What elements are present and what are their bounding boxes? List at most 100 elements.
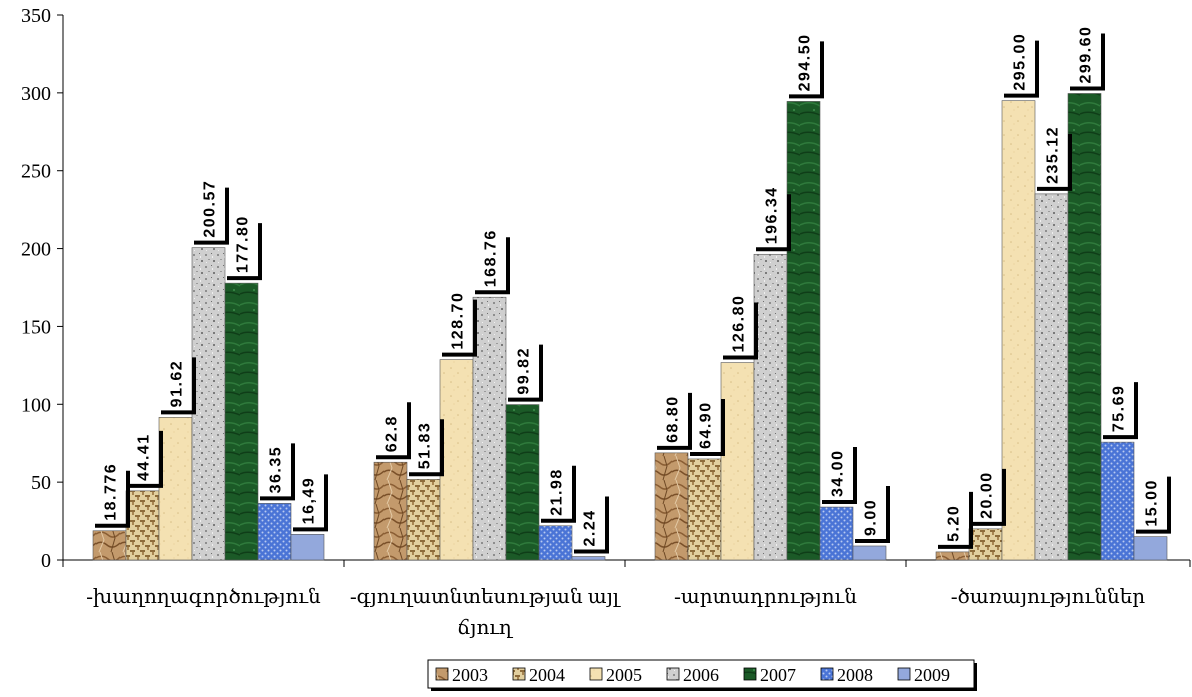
- data-label-bracket: [293, 474, 328, 532]
- data-label-bracket: [1136, 476, 1171, 534]
- y-tick-label: 150: [21, 316, 51, 338]
- legend-swatch-2006: [666, 667, 680, 681]
- bar-2004: [687, 458, 722, 561]
- data-label: 20.00: [979, 471, 996, 519]
- bar-2009: [1133, 536, 1168, 561]
- data-label: 44.41: [136, 433, 153, 481]
- bar-2004: [406, 478, 441, 561]
- bar-2004: [125, 490, 160, 561]
- bar-2008: [257, 503, 292, 561]
- legend-swatch-2008: [820, 667, 834, 681]
- data-label: 299.60: [1078, 26, 1095, 84]
- data-label: 5.20: [946, 505, 963, 542]
- legend-label: 2004: [529, 665, 565, 685]
- bar-2008: [1100, 441, 1135, 561]
- data-label-bracket: [938, 491, 973, 549]
- data-label-bracket: [260, 443, 295, 501]
- x-category-label: -գյուղատնտեսության այլ: [350, 586, 621, 608]
- bar-2009: [571, 556, 606, 561]
- data-label-bracket: [227, 223, 262, 281]
- data-label: 64.90: [698, 401, 715, 449]
- legend-swatch-2004: [512, 667, 526, 681]
- data-label: 91.62: [169, 360, 186, 408]
- x-category-label: ճյուղ: [457, 617, 513, 639]
- bar-2007: [505, 404, 540, 561]
- data-label: 2.24: [582, 509, 599, 546]
- y-tick-label: 250: [21, 161, 51, 183]
- bar-2005: [439, 359, 474, 561]
- bar-2005: [158, 417, 193, 561]
- bar-2007: [1067, 93, 1102, 561]
- bar-2008: [538, 525, 573, 561]
- legend-label: 2007: [760, 665, 796, 685]
- bar-2003: [935, 551, 970, 561]
- data-label-bracket: [1103, 382, 1138, 440]
- data-label: 235.12: [1045, 126, 1062, 184]
- legend-swatch-2005: [589, 667, 603, 681]
- bar-2007: [786, 101, 821, 561]
- data-label: 9.00: [863, 499, 880, 536]
- legend-label: 2009: [914, 665, 950, 685]
- data-label-bracket: [1004, 40, 1039, 98]
- y-tick-label: 200: [21, 239, 51, 261]
- y-tick-label: 100: [21, 394, 51, 416]
- bar-2009: [290, 534, 325, 561]
- data-label-bracket: [657, 392, 692, 450]
- bar-2007: [224, 282, 259, 561]
- data-label-bracket: [442, 299, 477, 357]
- data-label: 168.76: [483, 229, 500, 287]
- legend-label: 2005: [606, 665, 642, 685]
- data-label: 51.83: [417, 422, 434, 470]
- legend-swatch-2009: [897, 667, 911, 681]
- data-label-bracket: [822, 447, 857, 505]
- data-label-bracket: [574, 496, 609, 554]
- bar-2006: [753, 253, 788, 561]
- bar-2003: [654, 452, 689, 561]
- data-label: 75.69: [1111, 385, 1128, 433]
- bar-2006: [472, 296, 507, 561]
- data-label: 295.00: [1012, 33, 1029, 91]
- data-label: 21.98: [549, 468, 566, 516]
- x-category-label: -արտադրություն: [674, 586, 857, 608]
- legend-label: 2008: [837, 665, 873, 685]
- data-label: 196.34: [764, 186, 781, 244]
- data-label: 34.00: [830, 450, 847, 498]
- data-label: 128.70: [450, 292, 467, 350]
- data-label-bracket: [723, 302, 758, 360]
- data-label-bracket: [789, 41, 824, 99]
- data-label: 15.00: [1144, 479, 1161, 527]
- bar-2006: [191, 247, 226, 561]
- bar-2008: [819, 506, 854, 561]
- data-label: 126.80: [731, 295, 748, 353]
- data-label-bracket: [409, 419, 444, 477]
- data-label: 177.80: [235, 215, 252, 273]
- data-label-bracket: [161, 357, 196, 415]
- data-label-bracket: [508, 344, 543, 402]
- data-label-bracket: [376, 402, 411, 460]
- data-label: 36.35: [268, 446, 285, 494]
- bar-2003: [373, 461, 408, 561]
- bar-2003: [92, 530, 127, 561]
- y-tick-label: 350: [21, 5, 51, 27]
- y-tick-label: 50: [31, 472, 51, 494]
- data-label: 200.57: [202, 180, 219, 238]
- bar-2005: [1001, 100, 1036, 561]
- data-label-bracket: [541, 465, 576, 523]
- data-label-bracket: [690, 398, 725, 456]
- data-label: 99.82: [516, 347, 533, 395]
- data-label: 68.80: [665, 395, 682, 443]
- data-label-bracket: [95, 470, 130, 528]
- data-label-bracket: [194, 187, 229, 245]
- data-label-bracket: [475, 237, 510, 295]
- bar-2006: [1034, 193, 1069, 561]
- bar-2004: [968, 528, 1003, 561]
- data-label: 62.8: [384, 415, 401, 452]
- legend-label: 2003: [452, 665, 488, 685]
- legend-swatch-2003: [435, 667, 449, 681]
- y-tick-label: 0: [41, 550, 51, 572]
- bar-2005: [720, 362, 755, 561]
- data-label-bracket: [756, 194, 791, 252]
- data-label: 16,49: [301, 477, 318, 525]
